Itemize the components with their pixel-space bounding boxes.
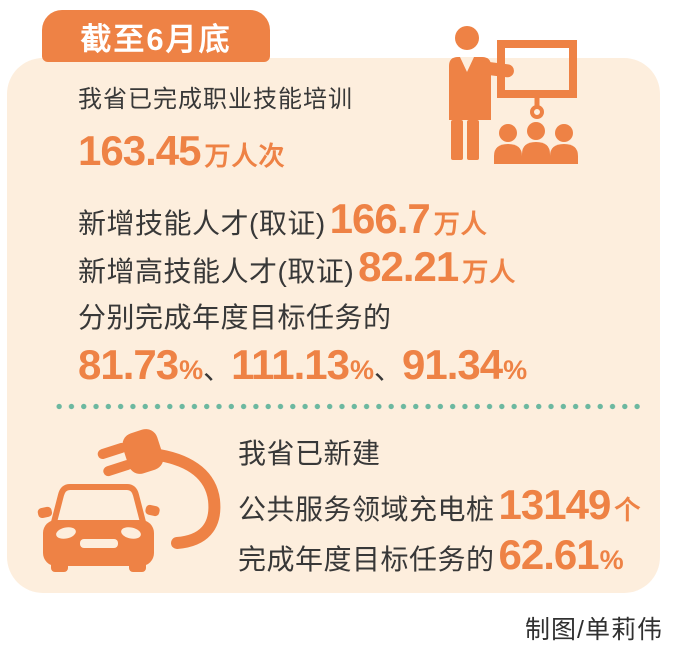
presenter-head [455, 26, 479, 50]
car-mirror [37, 506, 53, 519]
charging-intro-text: 我省已新建 [238, 438, 381, 469]
pct-value: 81.73 [78, 341, 179, 388]
audience-head [499, 124, 517, 142]
presenter-leg [451, 120, 463, 160]
stats-card [7, 58, 660, 593]
percent-sign: % [503, 355, 528, 385]
stat-label: 公共服务领域充电桩 [238, 494, 495, 525]
stat-label: 新增技能人才(取证) [78, 208, 326, 239]
presenter-leg [467, 120, 479, 160]
charging-plug [97, 429, 164, 477]
percent-sign: % [599, 545, 624, 575]
stat-unit: 万人 [462, 257, 517, 287]
car-headlight [56, 527, 76, 539]
car-grille [80, 539, 118, 548]
targets-label: 分别完成年度目标任务的 [78, 302, 392, 333]
whiteboard [497, 40, 577, 98]
stat-unit: 个 [614, 495, 642, 525]
targets-percentages-line: 81.73 % 、 111.13 % 、 91.34 % [78, 344, 527, 386]
credit-byline: 制图/单莉伟 [525, 616, 663, 644]
pct-value: 62.61 [498, 531, 600, 578]
board-hook [530, 105, 544, 119]
audience-head [555, 124, 573, 142]
car-mirror [145, 504, 160, 517]
pct-value: 91.34 [402, 341, 503, 388]
pct-value: 111.13 [231, 341, 350, 388]
presenter-collar [460, 57, 474, 72]
training-intro-line: 我省已完成职业技能培训 [78, 88, 353, 112]
list-separator: 、 [203, 354, 232, 385]
ev-car-charging-icon [37, 429, 221, 572]
audience-body [550, 144, 578, 164]
stat-value: 13149 [498, 481, 612, 528]
car-headlight [121, 527, 141, 539]
skilled-talent-stat: 新增技能人才(取证) 166.7 万人 [78, 198, 488, 240]
header-badge: 截至6月底 [42, 10, 270, 62]
training-completed-stat: 163.45 万人次 [78, 130, 285, 172]
charging-cable [153, 449, 221, 549]
stat-label: 新增高技能人才(取证) [78, 256, 355, 287]
charging-intro-line: 我省已新建 [238, 440, 381, 468]
stat-value: 163.45 [78, 127, 201, 174]
stat-value: 82.21 [358, 243, 459, 290]
badge-label: 截至6月底 [80, 21, 232, 57]
percent-sign: % [349, 355, 374, 385]
high-skilled-talent-stat: 新增高技能人才(取证) 82.21 万人 [78, 246, 516, 288]
presentation-training-icon [449, 26, 578, 164]
target-label: 完成年度目标任务的 [238, 544, 495, 575]
stat-value: 166.7 [329, 195, 431, 242]
audience-body [494, 144, 522, 164]
charging-piles-stat: 公共服务领域充电桩 13149 个 [238, 484, 641, 526]
targets-label-line: 分别完成年度目标任务的 [78, 304, 392, 332]
stat-unit: 万人次 [204, 141, 286, 171]
stat-unit: 万人 [433, 209, 488, 239]
audience-head [527, 122, 545, 140]
charging-target-stat: 完成年度目标任务的 62.61 % [238, 534, 624, 576]
percent-sign: % [179, 355, 204, 385]
training-intro-text: 我省已完成职业技能培训 [78, 86, 353, 113]
list-separator: 、 [373, 354, 402, 385]
audience-body [522, 142, 550, 164]
car-cabin [50, 484, 147, 527]
dotted-divider [53, 403, 643, 410]
